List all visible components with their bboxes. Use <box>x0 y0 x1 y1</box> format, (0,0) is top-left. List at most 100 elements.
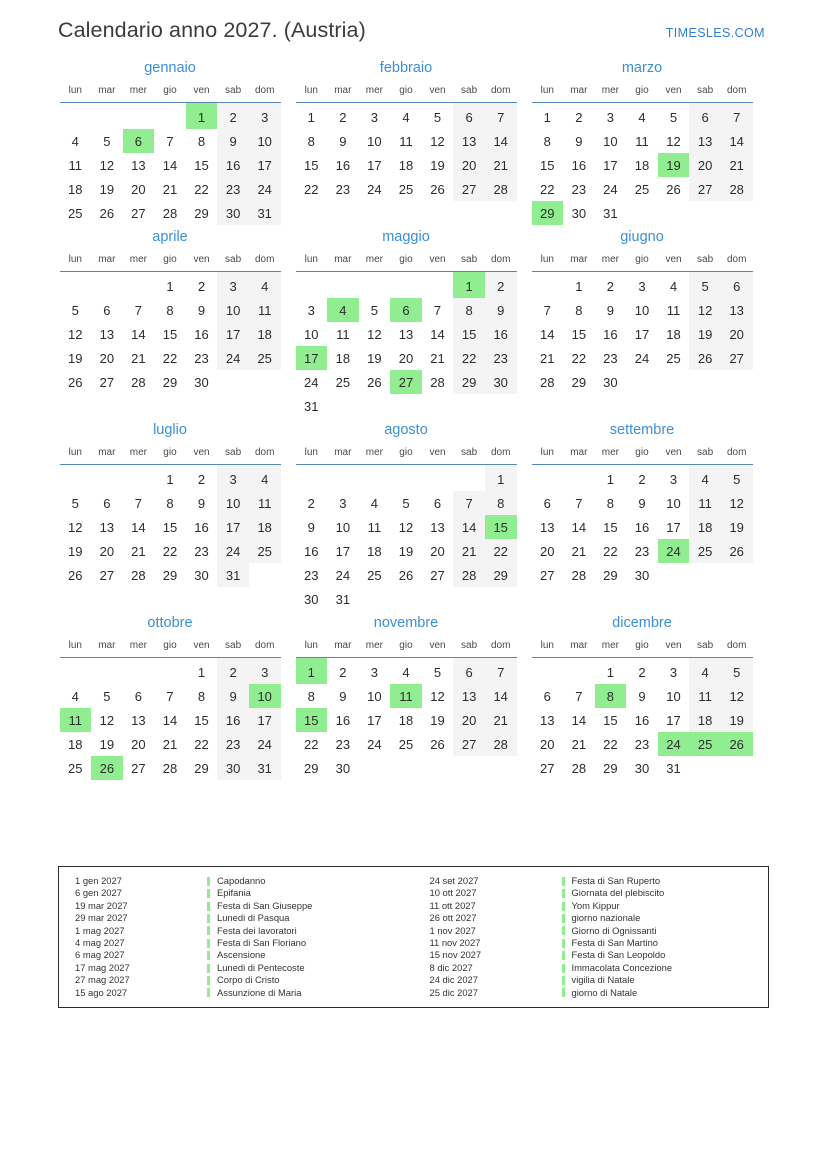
day-cell[interactable]: 4 <box>71 133 79 149</box>
day-cell[interactable]: 3 <box>370 664 379 680</box>
day-cell[interactable]: 6 <box>453 102 485 129</box>
day-cell[interactable]: 17 <box>335 543 351 559</box>
day-cell[interactable]: 6 <box>134 688 143 704</box>
day-cell[interactable]: 7 <box>484 102 517 129</box>
day-cell[interactable]: 3 <box>248 102 281 129</box>
day-cell[interactable]: 11 <box>336 326 350 342</box>
day-cell[interactable]: 26 <box>430 181 445 197</box>
day-cell[interactable]: 28 <box>571 760 587 776</box>
day-cell[interactable]: 24 <box>248 177 281 201</box>
day-cell[interactable]: 18 <box>68 736 83 752</box>
day-cell[interactable]: 24 <box>335 567 351 583</box>
day-cell[interactable]: 27 <box>430 567 445 583</box>
day-cell[interactable]: 22 <box>603 543 618 559</box>
day-cell[interactable]: 28 <box>484 732 517 756</box>
day-cell[interactable]: 5 <box>720 464 753 491</box>
day-cell[interactable]: 8 <box>166 495 174 511</box>
day-cell[interactable]: 10 <box>666 688 681 704</box>
day-cell[interactable]: 29 <box>603 760 618 776</box>
day-cell[interactable]: 4 <box>689 657 721 684</box>
day-cell[interactable]: 10 <box>666 495 681 511</box>
day-cell[interactable]: 12 <box>68 519 83 535</box>
day-cell[interactable]: 28 <box>162 205 178 221</box>
day-cell[interactable]: 14 <box>484 684 517 708</box>
day-cell[interactable]: 11 <box>689 684 721 708</box>
day-cell[interactable]: 24 <box>367 181 382 197</box>
day-cell[interactable]: 20 <box>398 350 414 366</box>
day-cell[interactable]: 29 <box>194 205 209 221</box>
day-cell[interactable]: 11 <box>248 298 281 322</box>
day-cell[interactable]: 12 <box>666 133 681 149</box>
day-cell[interactable]: 18 <box>68 181 83 197</box>
day-cell[interactable]: 17 <box>367 157 382 173</box>
day-cell[interactable]: 5 <box>433 664 442 680</box>
day-cell[interactable]: 19 <box>99 736 115 752</box>
day-cell[interactable]: 21 <box>131 543 146 559</box>
day-cell[interactable]: 25 <box>68 205 83 221</box>
day-cell-holiday[interactable]: 25 <box>689 732 721 756</box>
day-cell[interactable]: 21 <box>484 708 517 732</box>
day-cell[interactable]: 12 <box>689 298 721 322</box>
day-cell[interactable]: 24 <box>603 181 618 197</box>
day-cell[interactable]: 7 <box>453 491 485 515</box>
day-cell[interactable]: 18 <box>398 712 414 728</box>
day-cell[interactable]: 12 <box>398 519 414 535</box>
day-cell[interactable]: 26 <box>430 736 445 752</box>
day-cell[interactable]: 1 <box>606 471 615 487</box>
day-cell[interactable]: 29 <box>162 567 178 583</box>
day-cell[interactable]: 22 <box>194 736 209 752</box>
day-cell[interactable]: 19 <box>68 543 83 559</box>
day-cell[interactable]: 19 <box>720 515 753 539</box>
day-cell[interactable]: 9 <box>197 302 206 318</box>
day-cell[interactable]: 25 <box>666 350 681 366</box>
day-cell[interactable]: 21 <box>571 736 587 752</box>
day-cell[interactable]: 6 <box>543 688 551 704</box>
day-cell[interactable]: 21 <box>430 350 445 366</box>
day-cell[interactable]: 2 <box>307 495 315 511</box>
day-cell-holiday[interactable]: 6 <box>122 129 155 153</box>
day-cell[interactable]: 25 <box>398 736 414 752</box>
day-cell[interactable]: 16 <box>603 326 618 342</box>
day-cell[interactable]: 28 <box>540 374 555 390</box>
day-cell[interactable]: 15 <box>162 519 178 535</box>
day-cell[interactable]: 29 <box>194 760 209 776</box>
day-cell[interactable]: 21 <box>571 543 587 559</box>
day-cell[interactable]: 8 <box>543 133 551 149</box>
day-cell[interactable]: 18 <box>248 322 281 346</box>
day-cell[interactable]: 20 <box>453 153 485 177</box>
day-cell[interactable]: 2 <box>575 109 583 125</box>
day-cell[interactable]: 14 <box>162 157 178 173</box>
day-cell[interactable]: 1 <box>606 664 615 680</box>
day-cell[interactable]: 23 <box>335 181 351 197</box>
day-cell-holiday[interactable]: 8 <box>594 684 627 708</box>
day-cell[interactable]: 12 <box>99 712 115 728</box>
day-cell[interactable]: 11 <box>367 519 382 535</box>
day-cell[interactable]: 5 <box>433 109 442 125</box>
day-cell[interactable]: 18 <box>689 708 721 732</box>
day-cell[interactable]: 16 <box>335 712 351 728</box>
day-cell[interactable]: 22 <box>540 181 555 197</box>
day-cell[interactable]: 29 <box>571 374 587 390</box>
day-cell[interactable]: 14 <box>131 519 146 535</box>
day-cell-holiday[interactable]: 15 <box>484 515 517 539</box>
day-cell[interactable]: 22 <box>162 350 178 366</box>
day-cell[interactable]: 3 <box>248 657 281 684</box>
day-cell[interactable]: 4 <box>402 109 410 125</box>
day-cell[interactable]: 6 <box>543 495 551 511</box>
day-cell[interactable]: 28 <box>162 760 178 776</box>
day-cell[interactable]: 8 <box>307 688 315 704</box>
day-cell[interactable]: 22 <box>484 539 517 563</box>
day-cell[interactable]: 19 <box>430 712 445 728</box>
day-cell[interactable]: 12 <box>430 133 445 149</box>
day-cell[interactable]: 8 <box>606 495 615 511</box>
day-cell[interactable]: 20 <box>131 736 146 752</box>
day-cell[interactable]: 13 <box>398 326 414 342</box>
day-cell[interactable]: 5 <box>103 688 111 704</box>
day-cell[interactable]: 22 <box>603 736 618 752</box>
day-cell[interactable]: 14 <box>484 129 517 153</box>
day-cell[interactable]: 19 <box>99 181 115 197</box>
day-cell[interactable]: 2 <box>606 278 615 294</box>
day-cell[interactable]: 30 <box>217 201 249 225</box>
day-cell[interactable]: 14 <box>571 519 587 535</box>
day-cell-holiday[interactable]: 6 <box>390 298 422 322</box>
